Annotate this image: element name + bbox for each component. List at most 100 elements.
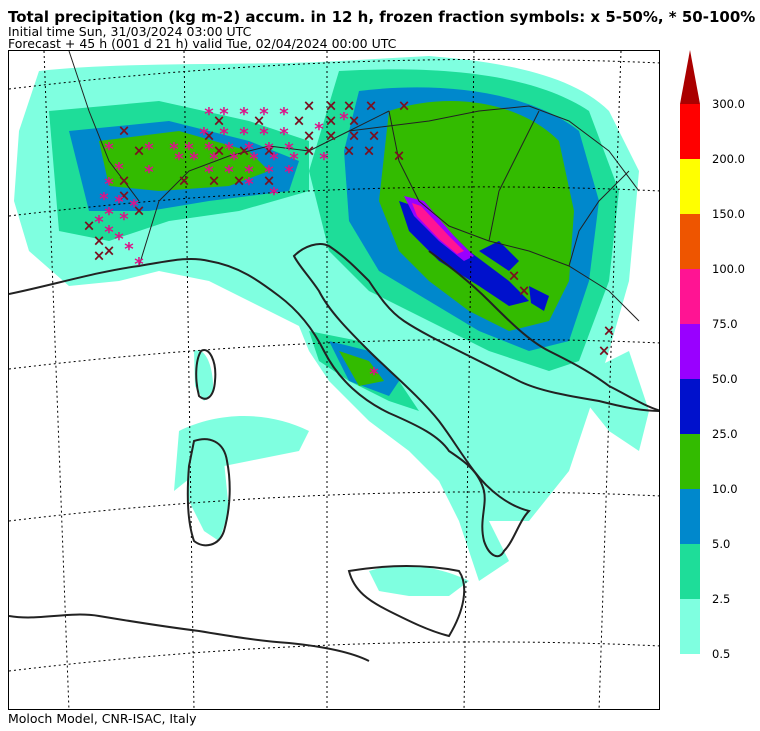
colorbar-swatch: [680, 214, 700, 269]
sardinia-coastline: [186, 438, 231, 547]
colorbar-max-arrow: [680, 50, 700, 104]
frozen-50-100-symbols: * * * * * ** * * * * ** * * * * * * * ** * * * * * * ** * * * * * ** * **…: [94, 104, 379, 385]
frozen-x-symbol: ×: [343, 142, 356, 160]
frozen-x-symbol: ×: [325, 97, 338, 115]
precip-area-velebit-pink: [412, 203, 464, 254]
frozen-star-symbol: *: [244, 162, 254, 183]
colorbar-swatch: [680, 269, 700, 324]
parallel-line: [9, 641, 659, 672]
frozen-star-symbol: *: [224, 162, 234, 183]
colorbar-swatch: [680, 599, 700, 654]
model-credit: Moloch Model, CNR-ISAC, Italy: [8, 711, 197, 726]
colorbar-level-label: 150.0: [712, 207, 745, 221]
frozen-x-symbol: ×: [118, 172, 131, 190]
frozen-x-symbol: ×: [178, 172, 191, 190]
frozen-star-symbol: *: [264, 139, 274, 160]
frozen-star-symbol: *: [114, 192, 124, 213]
country-border: [488, 110, 540, 242]
colorbar-level-label: 0.5: [712, 647, 731, 661]
meridian-line: [183, 51, 195, 709]
frozen-star-symbol: *: [169, 139, 179, 160]
frozen-x-symbol: ×: [603, 322, 616, 340]
frozen-star-symbol: *: [99, 189, 109, 210]
frozen-star-symbol: *: [314, 119, 324, 140]
frozen-star-symbol: *: [219, 104, 229, 125]
frozen-star-symbol: *: [264, 162, 274, 183]
frozen-star-symbol: *: [239, 124, 249, 145]
precip-area-balkans-green: [379, 101, 574, 331]
precip-area-sicily: [369, 565, 469, 596]
forecast-time: Forecast + 45 h (001 d 21 h) valid Tue, …: [8, 36, 397, 51]
frozen-star-symbol: *: [244, 139, 254, 160]
frozen-x-symbol: ×: [118, 187, 131, 205]
frozen-5-50-symbols: × × × × ×× × × × ×× × × × × ×× × × × × × × ×× × × × ×××××××××××: [83, 97, 616, 360]
frozen-star-symbol: *: [209, 149, 219, 170]
frozen-x-symbol: ×: [233, 172, 246, 190]
italy-coastline: [9, 243, 659, 558]
colorbar-level-label: 10.0: [712, 482, 738, 496]
frozen-x-symbol: ×: [518, 282, 531, 300]
frozen-x-symbol: ×: [293, 112, 306, 130]
corsica-coastline: [195, 349, 217, 400]
precip-area-bosnia-darkblue: [479, 241, 519, 271]
frozen-star-symbol: *: [189, 149, 199, 170]
frozen-x-symbol: ×: [118, 122, 131, 140]
precip-area-alps-green: [99, 131, 269, 191]
colorbar-level-label: 5.0: [712, 537, 731, 551]
map-title: Total precipitation (kg m-2) accum. in 1…: [8, 8, 756, 26]
frozen-x-symbol: ×: [213, 142, 226, 160]
frozen-x-symbol: ×: [368, 127, 381, 145]
coastlines: [9, 243, 659, 662]
precip-area-central-green: [339, 351, 384, 386]
frozen-x-symbol: ×: [348, 127, 361, 145]
frozen-star-symbol: *: [114, 159, 124, 180]
colorbar-swatch: [680, 324, 700, 379]
colorbar-swatch: [680, 544, 700, 599]
frozen-star-symbol: *: [204, 139, 214, 160]
meridian-line: [463, 51, 475, 709]
balkans-coastline: [428, 250, 659, 412]
frozen-x-symbol: ×: [133, 142, 146, 160]
precip-green-layer: [99, 101, 574, 386]
colorbar-swatch: [680, 104, 700, 159]
frozen-star-symbol: *: [104, 174, 114, 195]
frozen-x-symbol: ×: [93, 247, 106, 265]
frozen-star-symbol: *: [289, 149, 299, 170]
precip-area-corsica: [194, 350, 214, 401]
frozen-star-symbol: *: [249, 149, 259, 170]
frozen-star-symbol: *: [319, 149, 329, 170]
country-border: [138, 110, 390, 267]
frozen-star-symbol: *: [104, 139, 114, 160]
national-borders: [68, 51, 640, 322]
frozen-star-symbol: *: [124, 239, 134, 260]
frozen-x-symbol: ×: [133, 202, 146, 220]
frozen-star-symbol: *: [259, 104, 269, 125]
sicily-coastline: [347, 565, 466, 638]
initial-time: Initial time Sun, 31/03/2024 03:00 UTC: [8, 24, 252, 39]
frozen-x-symbol: ×: [325, 127, 338, 145]
frozen-star-symbol: *: [259, 124, 269, 145]
frozen-x-symbol: ×: [365, 97, 378, 115]
precip-area-tyrrhenian: [174, 416, 309, 491]
colorbar-level-label: 50.0: [712, 372, 738, 386]
frozen-star-symbol: *: [269, 184, 279, 205]
frozen-star-symbol: *: [174, 149, 184, 170]
frozen-star-symbol: *: [204, 104, 214, 125]
graticule: [9, 51, 659, 709]
frozen-star-symbol: *: [144, 139, 154, 160]
precip-area-dalmatia-darkblue: [529, 286, 549, 311]
frozen-x-symbol: ×: [363, 142, 376, 160]
frozen-x-symbol: ×: [393, 147, 406, 165]
frozen-x-symbol: ×: [93, 232, 106, 250]
frozen-x-symbol: ×: [263, 142, 276, 160]
map-canvas: × × × × ×× × × × ×× × × × × ×× × × × × × × ×× × × × ××××××××××× …: [9, 51, 659, 709]
frozen-x-symbol: ×: [348, 112, 361, 130]
precip-area-sardinia: [184, 437, 229, 541]
frozen-star-symbol: *: [224, 139, 234, 160]
frozen-star-symbol: *: [219, 124, 229, 145]
colorbar-level-label: 100.0: [712, 262, 745, 276]
africa-coastline: [9, 613, 370, 662]
country-border: [68, 51, 140, 202]
colorbar-level-label: 25.0: [712, 427, 738, 441]
frozen-star-symbol: *: [279, 104, 289, 125]
